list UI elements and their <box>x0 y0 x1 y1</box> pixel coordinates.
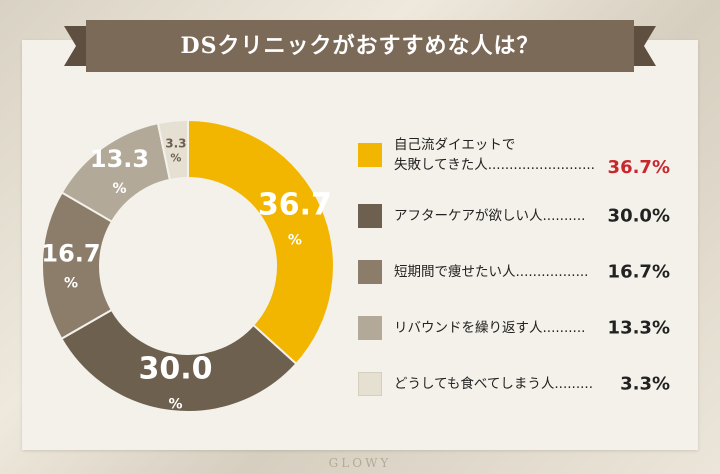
legend-item-3: 短期間で痩せたい人................. 16.7% <box>358 248 688 296</box>
legend-item-1: 自己流ダイエットで 失敗してきた人.......................… <box>358 126 688 184</box>
slice-unit-label-5: % <box>170 152 181 165</box>
slice-unit-label-2: % <box>169 396 183 412</box>
donut-chart: 36.7%30.0%16.7%13.3%3.3% <box>41 118 335 413</box>
slice-value-label-3: 16.7 <box>41 240 100 268</box>
slice-value-label-4: 13.3 <box>90 145 149 173</box>
slice-value-label-1: 36.7 <box>258 188 332 223</box>
banner-ribbon <box>64 20 656 72</box>
donut-slice-2 <box>60 308 298 413</box>
legend-value: 13.3% <box>607 317 670 339</box>
chart-legend: 自己流ダイエットで 失敗してきた人.......................… <box>358 126 688 416</box>
legend-label: リバウンドを繰り返す人.......... <box>394 320 586 336</box>
slice-value-label-2: 30.0 <box>139 351 213 386</box>
legend-label: 自己流ダイエットで 失敗してきた人.......................… <box>394 137 595 173</box>
donut-slice-1 <box>187 118 335 366</box>
legend-item-4: リバウンドを繰り返す人.......... 13.3% <box>358 304 688 352</box>
slice-unit-label-3: % <box>64 276 78 292</box>
legend-value: 30.0% <box>607 205 670 227</box>
legend-label: アフターケアが欲しい人.......... <box>394 208 586 224</box>
title-banner: DSクリニックがおすすめな人は？ <box>64 20 656 72</box>
slice-unit-label-1: % <box>288 233 302 249</box>
slice-value-label-5: 3.3 <box>165 137 186 151</box>
page-title: DSクリニックがおすすめな人は？ <box>180 33 540 59</box>
legend-item-5: どうしても食べてしまう人......... 3.3% <box>358 360 688 408</box>
donut-slice-5 <box>156 118 189 182</box>
legend-swatch <box>358 204 382 228</box>
legend-item-2: アフターケアが欲しい人.......... 30.0% <box>358 192 688 240</box>
legend-label: 短期間で痩せたい人................. <box>394 264 589 280</box>
legend-swatch <box>358 143 382 167</box>
legend-value: 36.7% <box>607 157 670 178</box>
legend-label: どうしても食べてしまう人......... <box>394 376 594 392</box>
watermark-logo: GLOWY <box>328 456 392 470</box>
slice-unit-label-4: % <box>113 181 127 197</box>
legend-swatch <box>358 372 382 396</box>
legend-swatch <box>358 260 382 284</box>
legend-swatch <box>358 316 382 340</box>
legend-value: 16.7% <box>607 261 670 283</box>
legend-value: 3.3% <box>620 373 670 395</box>
